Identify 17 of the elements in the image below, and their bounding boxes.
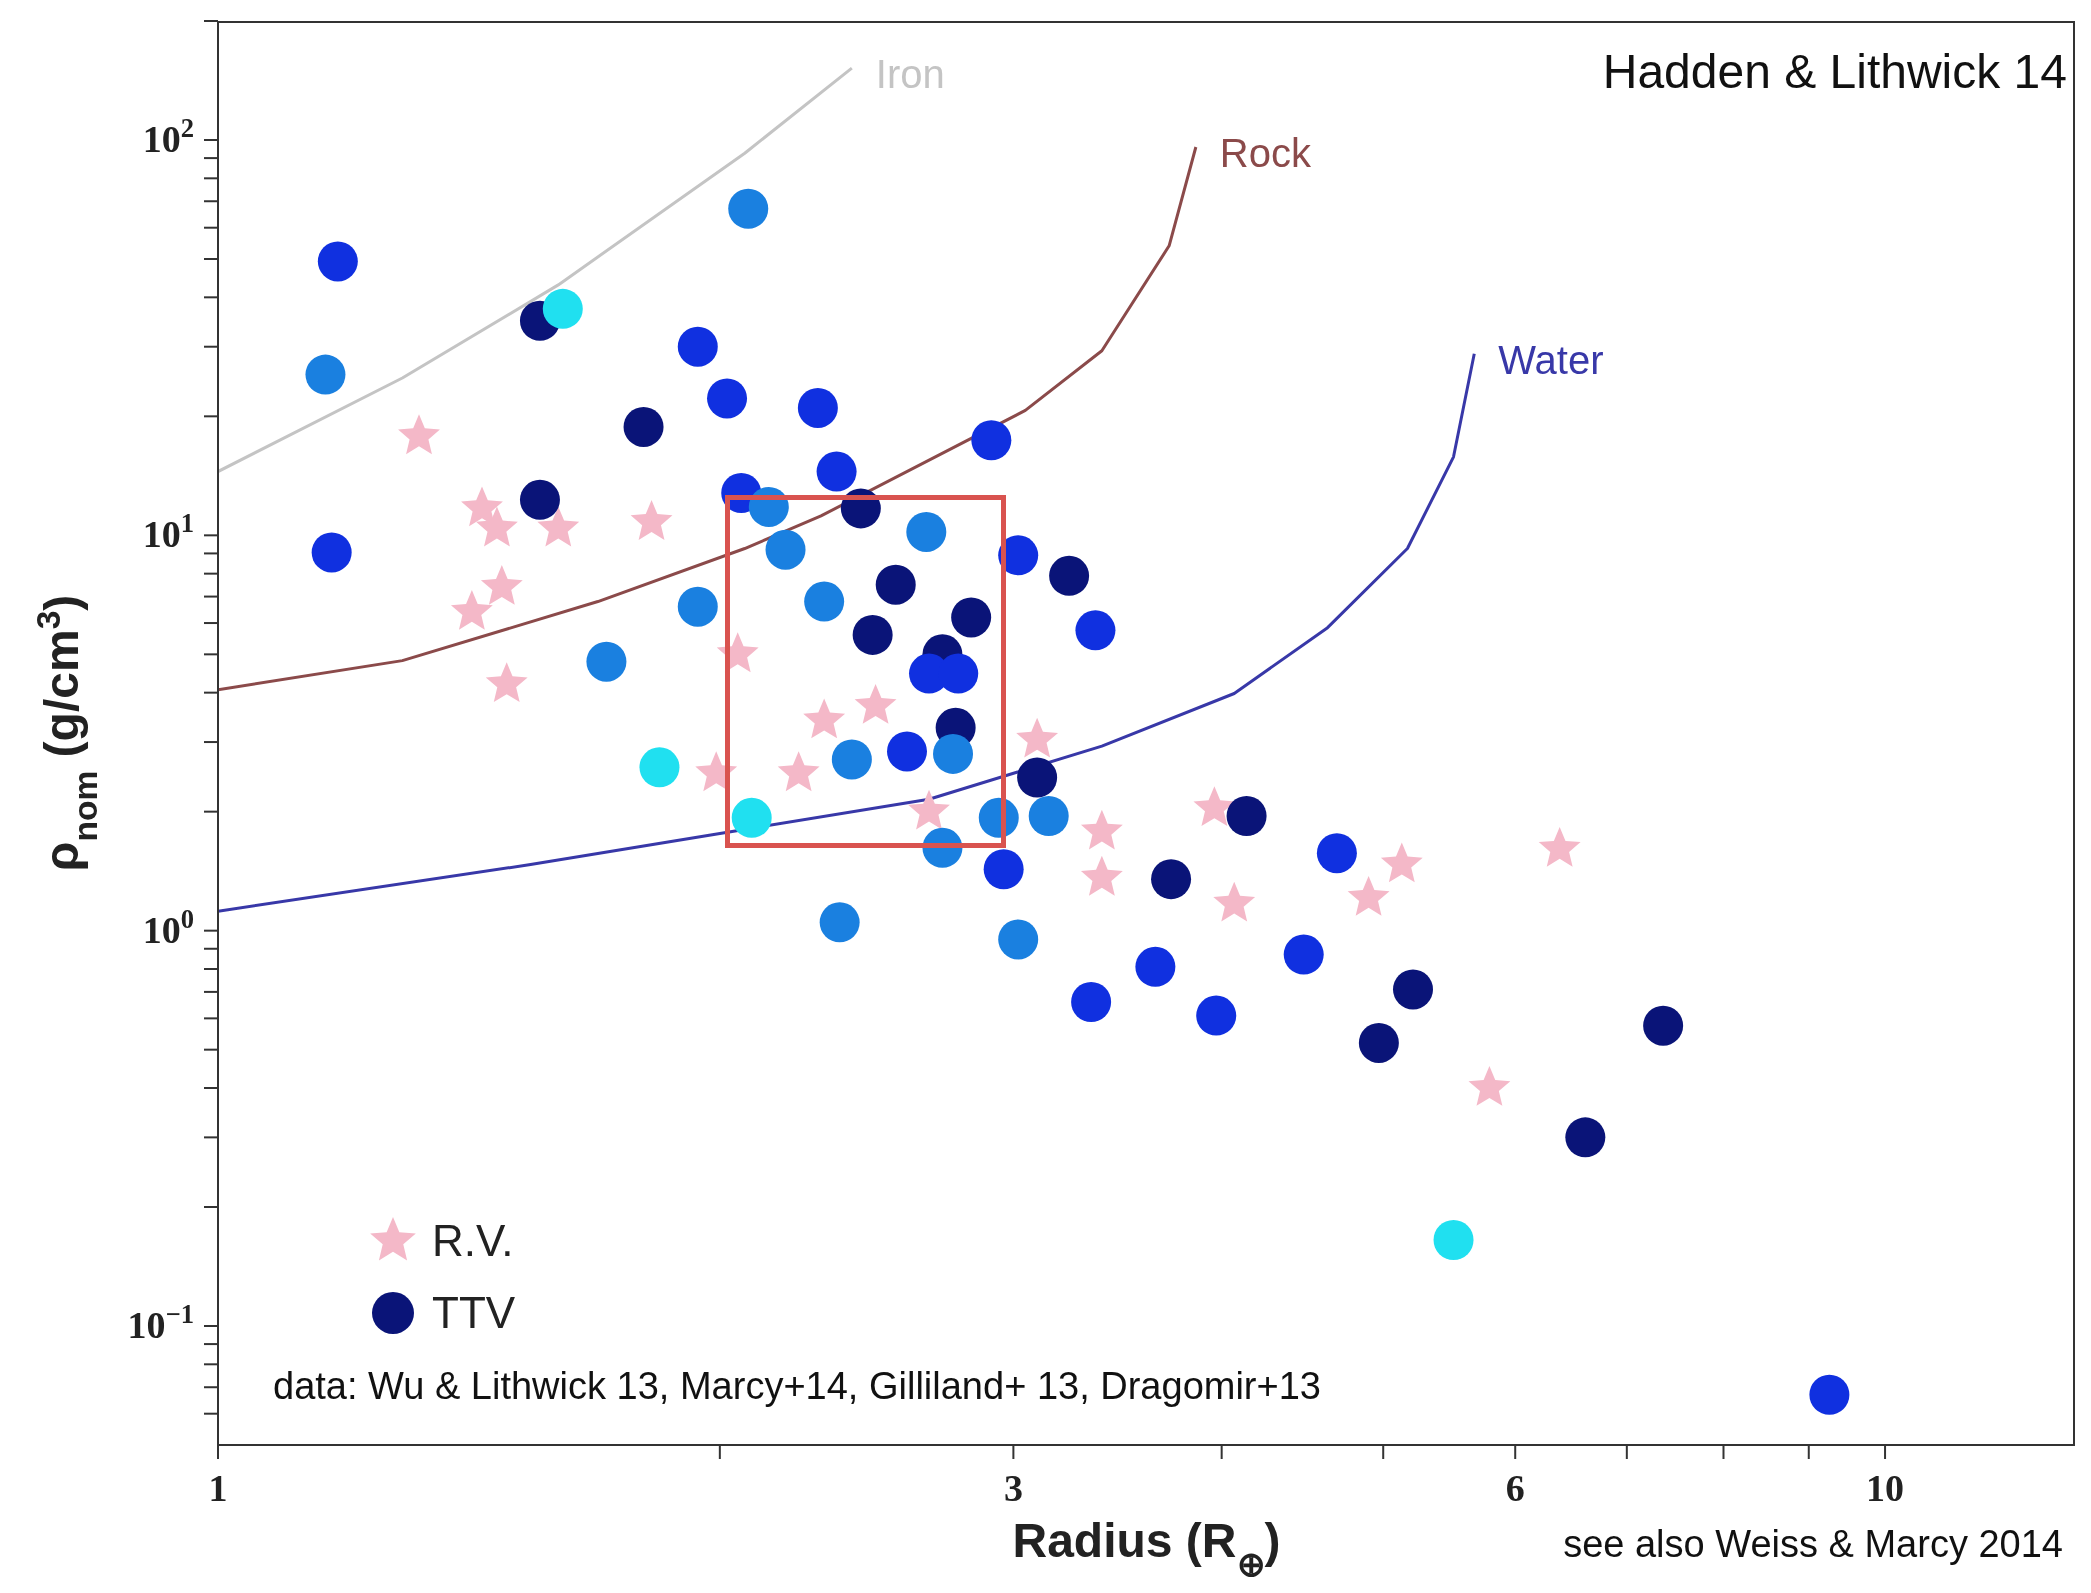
y-tick-label: 10$^{2}$ — [142, 113, 194, 161]
text: see also Weiss & Marcy 2014 — [1563, 1523, 2063, 1565]
legend-label: TTV — [432, 1288, 516, 1338]
x-tick-label: 6 — [1505, 1467, 1525, 1509]
series-label: Iron — [875, 52, 945, 97]
series-label: Rock — [1219, 131, 1312, 176]
y-tick-label: 10$^{−1}$ — [127, 1298, 194, 1346]
x-axis-title: Radius (R$_{⊕}$) — [1012, 1514, 1281, 1583]
series-label: Water — [1498, 337, 1604, 382]
y-tick-label: 10$^{0}$ — [142, 903, 194, 951]
x-tick-label: 10 — [1866, 1467, 1905, 1509]
annotation: Hadden & Lithwick 14 — [1602, 45, 2067, 98]
x-tick-label: 3 — [1003, 1467, 1023, 1509]
x-tick-label: 1 — [208, 1467, 228, 1509]
y-tick-label: 10$^{1}$ — [142, 508, 194, 556]
legend-label: R.V. — [432, 1216, 514, 1266]
annotation: data: Wu & Lithwick 13, Marcy+14, Gilliland+ 13, Dragomir+13 — [273, 1365, 1321, 1407]
